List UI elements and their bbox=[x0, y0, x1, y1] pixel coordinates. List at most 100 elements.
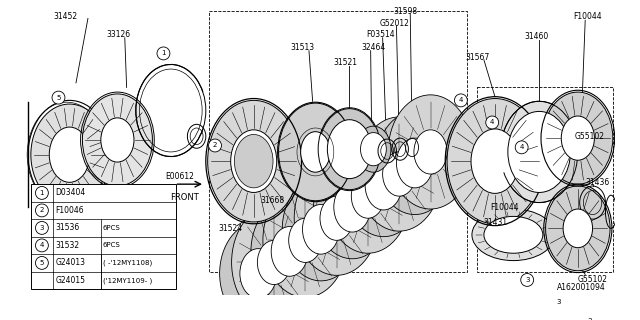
Bar bbox=[477, 87, 613, 272]
Text: 6PCS: 6PCS bbox=[102, 243, 120, 248]
Ellipse shape bbox=[563, 209, 593, 248]
Text: ( -'12MY1108): ( -'12MY1108) bbox=[102, 260, 152, 266]
Circle shape bbox=[52, 91, 65, 104]
Ellipse shape bbox=[230, 130, 276, 192]
Circle shape bbox=[35, 239, 49, 252]
Ellipse shape bbox=[376, 111, 454, 214]
Ellipse shape bbox=[303, 204, 339, 254]
Ellipse shape bbox=[484, 216, 543, 253]
Text: 31532: 31532 bbox=[56, 241, 80, 250]
Ellipse shape bbox=[240, 249, 276, 298]
Text: FRONT: FRONT bbox=[170, 193, 199, 202]
Text: 1: 1 bbox=[161, 51, 166, 56]
Ellipse shape bbox=[326, 139, 410, 253]
Text: 31598: 31598 bbox=[394, 6, 418, 16]
Ellipse shape bbox=[546, 186, 610, 271]
Ellipse shape bbox=[289, 218, 322, 262]
Text: F10046: F10046 bbox=[56, 206, 84, 215]
Text: E00612: E00612 bbox=[165, 172, 194, 181]
Circle shape bbox=[521, 274, 534, 286]
Circle shape bbox=[35, 187, 49, 199]
Text: A162001094: A162001094 bbox=[557, 283, 605, 292]
Ellipse shape bbox=[360, 132, 387, 166]
Ellipse shape bbox=[278, 103, 352, 201]
Bar bbox=[209, 11, 467, 272]
Ellipse shape bbox=[472, 209, 555, 260]
Text: 31431: 31431 bbox=[483, 218, 507, 227]
Circle shape bbox=[552, 296, 565, 308]
Text: 31436: 31436 bbox=[585, 178, 609, 187]
Text: 31536: 31536 bbox=[56, 223, 80, 232]
Circle shape bbox=[157, 47, 170, 60]
Text: 1: 1 bbox=[40, 190, 44, 196]
Ellipse shape bbox=[294, 161, 379, 275]
Text: 31668: 31668 bbox=[260, 196, 284, 205]
Ellipse shape bbox=[220, 222, 297, 320]
Ellipse shape bbox=[83, 94, 152, 186]
Text: 33126: 33126 bbox=[106, 30, 131, 39]
Text: 2: 2 bbox=[213, 142, 217, 148]
Ellipse shape bbox=[414, 130, 447, 174]
Ellipse shape bbox=[383, 152, 416, 196]
Text: 4: 4 bbox=[490, 119, 494, 125]
Ellipse shape bbox=[314, 156, 391, 259]
Circle shape bbox=[454, 94, 467, 107]
Text: F03514: F03514 bbox=[366, 30, 395, 39]
Circle shape bbox=[35, 204, 49, 217]
Ellipse shape bbox=[508, 111, 570, 192]
Ellipse shape bbox=[388, 95, 473, 209]
Ellipse shape bbox=[49, 127, 90, 182]
Text: D03404: D03404 bbox=[56, 188, 86, 197]
Ellipse shape bbox=[232, 205, 316, 320]
Text: 32464: 32464 bbox=[362, 44, 386, 52]
Ellipse shape bbox=[301, 132, 330, 172]
Ellipse shape bbox=[263, 183, 348, 297]
Text: 4: 4 bbox=[520, 144, 524, 150]
Ellipse shape bbox=[328, 120, 372, 179]
Text: F10044: F10044 bbox=[573, 12, 602, 21]
Circle shape bbox=[35, 256, 49, 269]
Ellipse shape bbox=[319, 109, 380, 190]
Ellipse shape bbox=[31, 104, 108, 205]
Ellipse shape bbox=[271, 227, 308, 276]
Ellipse shape bbox=[447, 99, 543, 224]
Ellipse shape bbox=[471, 129, 519, 193]
Text: G55102: G55102 bbox=[578, 275, 608, 284]
Text: ('12MY1109- ): ('12MY1109- ) bbox=[102, 277, 152, 284]
Ellipse shape bbox=[396, 138, 433, 188]
Ellipse shape bbox=[543, 92, 613, 184]
Ellipse shape bbox=[357, 117, 442, 231]
Text: G52012: G52012 bbox=[380, 19, 410, 28]
Ellipse shape bbox=[345, 133, 422, 237]
Ellipse shape bbox=[251, 200, 328, 303]
Text: 5: 5 bbox=[56, 95, 61, 100]
Bar bbox=[31, 184, 177, 289]
Text: 31521: 31521 bbox=[334, 58, 358, 67]
Text: 5: 5 bbox=[40, 260, 44, 266]
Text: 4: 4 bbox=[40, 243, 44, 248]
Ellipse shape bbox=[334, 182, 371, 232]
Text: 3: 3 bbox=[588, 318, 592, 320]
Circle shape bbox=[584, 315, 596, 320]
Ellipse shape bbox=[356, 126, 391, 172]
Text: 6PCS: 6PCS bbox=[102, 225, 120, 231]
Text: 2: 2 bbox=[40, 207, 44, 213]
Ellipse shape bbox=[500, 101, 578, 203]
Text: 31452: 31452 bbox=[53, 12, 77, 21]
Text: 31460: 31460 bbox=[524, 32, 548, 41]
Ellipse shape bbox=[282, 178, 360, 281]
Ellipse shape bbox=[207, 100, 300, 222]
Text: 3: 3 bbox=[525, 277, 529, 283]
Circle shape bbox=[515, 141, 528, 154]
Ellipse shape bbox=[234, 134, 273, 188]
Ellipse shape bbox=[365, 160, 402, 210]
Ellipse shape bbox=[561, 116, 595, 160]
Text: 31513: 31513 bbox=[291, 44, 315, 52]
Text: 3: 3 bbox=[40, 225, 44, 231]
Circle shape bbox=[35, 221, 49, 234]
Circle shape bbox=[209, 139, 221, 152]
Circle shape bbox=[486, 116, 499, 129]
Text: F10044: F10044 bbox=[490, 203, 519, 212]
Text: G24015: G24015 bbox=[56, 276, 86, 285]
Ellipse shape bbox=[351, 174, 385, 218]
